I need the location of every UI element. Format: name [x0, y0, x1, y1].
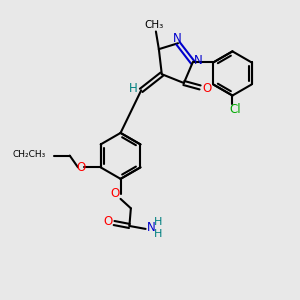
- Text: CH₂CH₃: CH₂CH₃: [12, 150, 45, 159]
- Text: O: O: [76, 161, 86, 174]
- Text: O: O: [103, 215, 113, 228]
- Text: H: H: [154, 217, 162, 226]
- Text: O: O: [111, 187, 120, 200]
- Text: CH₃: CH₃: [145, 20, 164, 30]
- Text: N: N: [172, 32, 181, 45]
- Text: O: O: [202, 82, 211, 95]
- Text: Cl: Cl: [230, 103, 241, 116]
- Text: N: N: [194, 54, 202, 68]
- Text: H: H: [129, 82, 137, 94]
- Text: N: N: [146, 221, 155, 234]
- Text: H: H: [154, 229, 162, 239]
